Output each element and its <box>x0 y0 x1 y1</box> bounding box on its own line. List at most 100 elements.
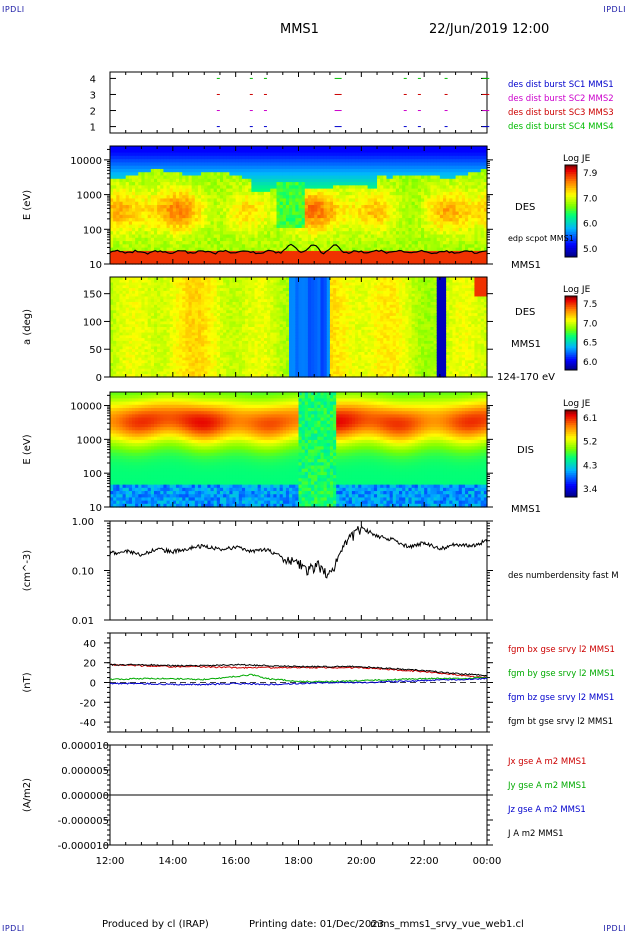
des-energy-cell <box>110 211 114 216</box>
des-energy-cell <box>135 159 139 163</box>
des-energy-cell <box>311 250 315 255</box>
des-energy-cell <box>147 165 152 170</box>
des-energy-cell <box>166 191 171 196</box>
des-energy-cell <box>301 149 306 154</box>
des-energy-cell <box>172 155 177 160</box>
des-energy-cell <box>128 168 133 173</box>
des-energy-cell <box>292 247 296 252</box>
des-energy-cell <box>339 231 344 236</box>
des-energy-cell <box>232 241 237 245</box>
des-energy-cell <box>254 195 259 200</box>
des-energy-cell <box>160 178 165 183</box>
des-energy-cell <box>307 218 312 222</box>
des-energy-cell <box>326 224 331 229</box>
des-energy-cell <box>157 168 161 173</box>
des-energy-cell <box>279 237 284 242</box>
des-energy-cell <box>226 214 230 219</box>
des-energy-cell <box>131 152 136 157</box>
des-energy-cell <box>263 205 268 209</box>
des-energy-cell <box>336 241 340 245</box>
des-energy-cell <box>260 224 265 229</box>
des-energy-cell <box>320 185 325 190</box>
des-energy-cell <box>342 260 347 265</box>
des-energy-cell <box>276 208 281 213</box>
des-energy-cell <box>307 201 312 206</box>
des-energy-cell <box>323 254 328 259</box>
des-energy-cell <box>185 205 190 209</box>
des-energy-cell <box>138 257 143 262</box>
des-energy-cell <box>289 149 293 154</box>
des-energy-cell <box>301 175 306 180</box>
des-energy-cell <box>251 214 256 219</box>
des-energy-cell <box>223 214 227 219</box>
des-energy-cell <box>135 172 139 177</box>
des-energy-cell <box>194 257 199 262</box>
des-energy-cell <box>251 247 256 252</box>
des-energy-cell <box>320 159 325 163</box>
des-energy-cell <box>248 214 252 219</box>
des-energy-cell <box>311 146 315 150</box>
des-energy-cell <box>285 231 290 236</box>
des-energy-cell <box>150 188 155 193</box>
des-energy-cell <box>232 260 237 265</box>
des-energy-cell <box>355 178 359 183</box>
des-energy-cell <box>172 198 177 203</box>
des-energy-cell <box>279 214 284 219</box>
des-energy-cell <box>147 214 152 219</box>
des-energy-cell <box>232 155 237 160</box>
des-energy-cell <box>361 244 366 249</box>
des-energy-cell <box>248 155 252 160</box>
des-energy-cell <box>122 237 127 242</box>
des-energy-cell <box>169 247 174 252</box>
des-energy-cell <box>197 201 202 206</box>
des-energy-cell <box>182 188 186 193</box>
des-energy-cell <box>229 218 234 222</box>
des-energy-cell <box>188 205 193 209</box>
des-energy-cell <box>342 214 347 219</box>
des-energy-cell <box>361 231 366 236</box>
des-energy-cell <box>229 195 234 200</box>
des-energy-cell <box>179 195 183 200</box>
des-energy-cell <box>144 146 149 150</box>
des-energy-cell <box>342 149 347 154</box>
des-energy-cell <box>326 185 331 190</box>
des-energy-cell <box>355 244 359 249</box>
des-energy-cell <box>276 244 281 249</box>
des-energy-cell <box>182 250 186 255</box>
des-energy-cell <box>113 218 117 222</box>
des-energy-cell <box>169 146 174 150</box>
des-energy-cell <box>348 172 353 177</box>
des-energy-cell <box>355 182 359 186</box>
des-energy-cell <box>241 185 246 190</box>
des-energy-cell <box>210 175 215 180</box>
des-energy-cell <box>197 172 202 177</box>
des-energy-cell <box>160 237 165 242</box>
des-energy-cell <box>298 224 303 229</box>
des-energy-cell <box>292 185 296 190</box>
des-energy-cell <box>153 162 158 167</box>
des-energy-cell <box>241 155 246 160</box>
des-energy-cell <box>298 237 303 242</box>
des-energy-cell <box>122 182 127 186</box>
des-energy-cell <box>235 214 240 219</box>
des-energy-cell <box>144 149 149 154</box>
y-tick-label: 2 <box>90 107 96 118</box>
des-energy-cell <box>245 250 249 255</box>
des-energy-cell <box>342 146 347 150</box>
des-energy-cell <box>307 149 312 154</box>
des-energy-cell <box>326 211 331 216</box>
des-energy-cell <box>304 175 309 180</box>
des-energy-cell <box>223 172 227 177</box>
des-energy-cell <box>128 244 133 249</box>
des-energy-cell <box>166 162 171 167</box>
des-energy-cell <box>204 221 208 226</box>
des-energy-cell <box>314 234 318 239</box>
des-energy-cell <box>122 149 127 154</box>
des-energy-cell <box>282 221 287 226</box>
des-energy-cell <box>110 185 114 190</box>
des-energy-cell <box>263 211 268 216</box>
des-energy-cell <box>131 244 136 249</box>
des-energy-cell <box>295 149 300 154</box>
des-energy-cell <box>273 241 278 245</box>
des-energy-cell <box>279 201 284 206</box>
